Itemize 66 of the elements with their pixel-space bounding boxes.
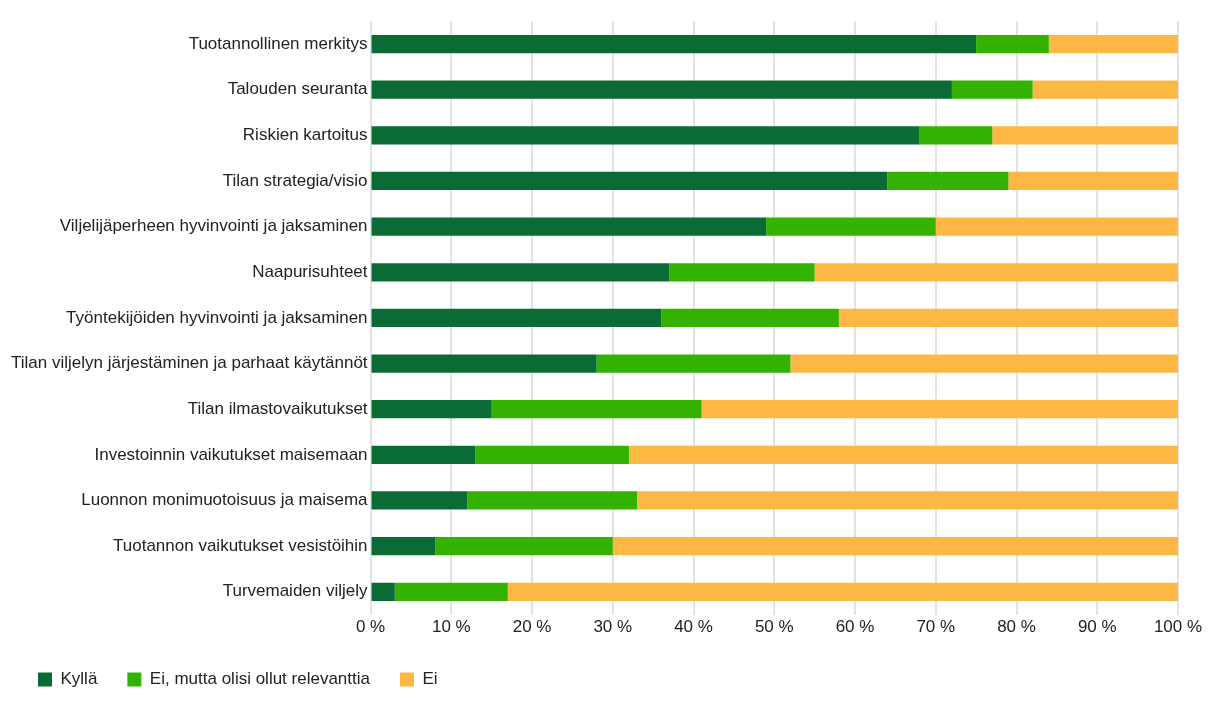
bar bbox=[394, 582, 508, 601]
legend-label: Ei, mutta olisi ollut relevanttia bbox=[149, 669, 371, 689]
bar bbox=[371, 80, 952, 99]
bar bbox=[919, 126, 993, 145]
bar bbox=[1048, 34, 1178, 54]
bar bbox=[628, 445, 1178, 464]
x-tick-label: 30 % bbox=[593, 617, 633, 637]
x-tick-label: 10 % bbox=[431, 617, 471, 637]
bar bbox=[1032, 80, 1178, 99]
bar bbox=[596, 354, 791, 373]
x-tick-label: 80 % bbox=[997, 617, 1036, 637]
bar bbox=[491, 400, 702, 419]
bar bbox=[435, 537, 613, 556]
bar bbox=[976, 34, 1049, 54]
y-tick-label: Tilan strategia/visio bbox=[222, 170, 368, 190]
bar bbox=[371, 126, 920, 145]
x-tick-label: 0 % bbox=[355, 617, 386, 637]
y-tick-label: Turvemaiden viljely bbox=[222, 581, 369, 601]
legend-label: Kyllä bbox=[60, 669, 98, 689]
bar bbox=[887, 171, 1009, 191]
bar bbox=[371, 263, 670, 282]
x-tick-label: 70 % bbox=[916, 617, 956, 637]
bar bbox=[1008, 171, 1178, 191]
x-tick-label: 20 % bbox=[512, 617, 552, 637]
bar bbox=[992, 126, 1178, 145]
bar bbox=[612, 537, 1178, 556]
bar bbox=[371, 34, 977, 54]
x-tick-label: 90 % bbox=[1077, 617, 1117, 637]
legend-label: Ei bbox=[422, 669, 438, 689]
y-tick-label: Luonnon monimuotoisuus ja maisema bbox=[81, 490, 369, 510]
y-tick-label: Tilan ilmastovaikutukset bbox=[187, 398, 368, 418]
bar bbox=[766, 217, 936, 236]
y-tick-label: Viljelijäperheen hyvinvointi ja jaksaminen bbox=[59, 216, 368, 236]
bar bbox=[669, 263, 815, 282]
y-tick-label: Riskien kartoitus bbox=[242, 125, 368, 144]
y-tick-label: Tuotannollinen merkitys bbox=[188, 33, 368, 53]
y-tick-label: Investoinnin vaikutukset maisemaan bbox=[94, 444, 368, 464]
x-tick-label: 60 % bbox=[835, 617, 875, 637]
x-tick-label: 40 % bbox=[674, 617, 713, 637]
bar bbox=[701, 400, 1178, 419]
bar bbox=[371, 445, 476, 464]
bar bbox=[661, 308, 839, 328]
bar bbox=[371, 400, 492, 419]
bar bbox=[790, 354, 1178, 373]
y-tick-label: Naapurisuhteet bbox=[252, 261, 368, 281]
bar bbox=[637, 491, 1178, 510]
bar bbox=[467, 491, 638, 510]
bar bbox=[475, 445, 629, 464]
bar bbox=[935, 217, 1178, 236]
x-tick-label: 50 % bbox=[754, 617, 794, 637]
bar bbox=[838, 308, 1178, 328]
bar bbox=[371, 171, 888, 191]
y-tick-label: Työntekijöiden hyvinvointi ja jaksaminen bbox=[66, 307, 368, 327]
x-tick-label: 100 % bbox=[1153, 617, 1203, 637]
y-tick-label: Tuotannon vaikutukset vesistöihin bbox=[113, 535, 368, 555]
bar bbox=[371, 491, 468, 510]
bar bbox=[371, 537, 436, 556]
bar bbox=[507, 582, 1178, 601]
bar bbox=[951, 80, 1033, 99]
bar bbox=[814, 263, 1178, 282]
bar bbox=[371, 354, 597, 373]
y-tick-label: Talouden seuranta bbox=[227, 79, 369, 99]
bar bbox=[371, 582, 395, 601]
bar bbox=[371, 217, 767, 236]
y-tick-label: Tilan viljelyn järjestäminen ja parhaat käytännöt bbox=[11, 353, 368, 373]
bar bbox=[371, 308, 662, 328]
